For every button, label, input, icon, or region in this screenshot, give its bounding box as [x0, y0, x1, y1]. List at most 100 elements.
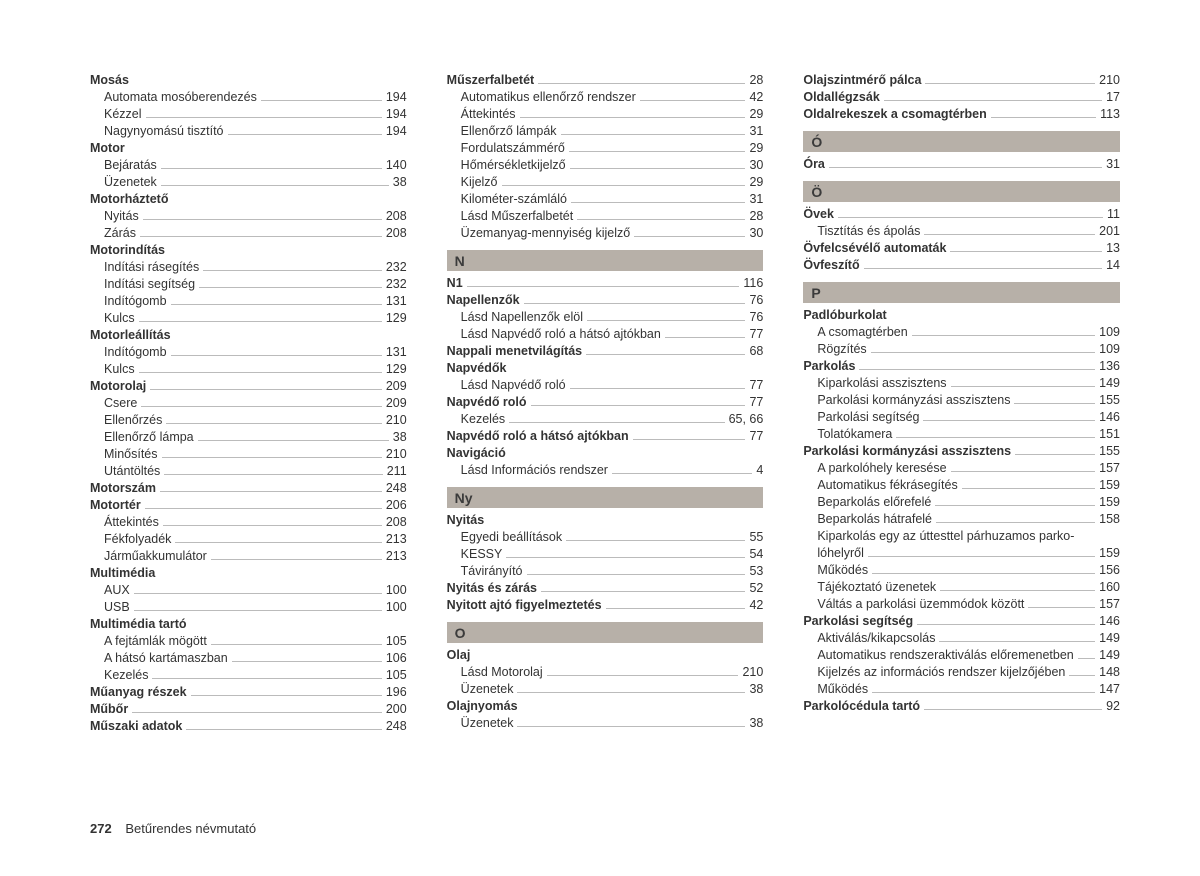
entry-label: Lásd Napellenzők elöl	[447, 309, 583, 326]
index-subentry: Lásd Napellenzők elöl76	[447, 309, 764, 326]
entry-label: Kiparkolás egy az úttesttel párhuzamos p…	[803, 528, 1074, 545]
entry-page: 131	[386, 344, 407, 361]
entry-page: 159	[1099, 494, 1120, 511]
leader-line	[917, 617, 1095, 626]
index-subentry: Ellenőrző lámpa38	[90, 429, 407, 446]
entry-page: 29	[749, 106, 763, 123]
entry-label: Parkolási kormányzási asszisztens	[803, 443, 1011, 460]
index-subentry: Járműakkumulátor213	[90, 548, 407, 565]
leader-line	[586, 347, 745, 356]
index-subentry: Parkolási kormányzási asszisztens155	[803, 392, 1120, 409]
entry-page: 77	[749, 326, 763, 343]
index-entry: Olajszintmérő pálca210	[803, 72, 1120, 89]
entry-page: 31	[749, 191, 763, 208]
index-subentry: Lásd Motorolaj210	[447, 664, 764, 681]
section-header: O	[447, 622, 764, 643]
entry-page: 213	[386, 548, 407, 565]
leader-line	[163, 518, 382, 527]
index-subentry: Tolatókamera151	[803, 426, 1120, 443]
entry-label: Motorháztető	[90, 191, 168, 208]
index-entry: Oldallégzsák17	[803, 89, 1120, 106]
entry-label: Motortér	[90, 497, 141, 514]
index-columns: MosásAutomata mosóberendezés194Kézzel194…	[90, 72, 1120, 735]
index-subentry: Tájékoztató üzenetek160	[803, 579, 1120, 596]
entry-label: Kezelés	[90, 667, 148, 684]
entry-page: 77	[749, 377, 763, 394]
entry-page: 147	[1099, 681, 1120, 698]
leader-line	[134, 603, 382, 612]
entry-page: 38	[393, 174, 407, 191]
entry-label: AUX	[90, 582, 130, 599]
index-subentry: Automatikus fékrásegítés159	[803, 477, 1120, 494]
leader-line	[139, 314, 382, 323]
index-subentry: Egyedi beállítások55	[447, 529, 764, 546]
entry-page: 52	[749, 580, 763, 597]
entry-label: Műszaki adatok	[90, 718, 182, 735]
section-header: P	[803, 282, 1120, 303]
index-subentry: Üzenetek38	[90, 174, 407, 191]
leader-line	[203, 263, 382, 272]
leader-line	[1028, 600, 1095, 609]
leader-line	[939, 634, 1095, 643]
index-subentry: Beparkolás hátrafelé158	[803, 511, 1120, 528]
leader-line	[640, 93, 746, 102]
entry-label: Kilométer-számláló	[447, 191, 567, 208]
entry-page: 100	[386, 582, 407, 599]
index-entry: Nyitás és zárás52	[447, 580, 764, 597]
index-entry: Motortér206	[90, 497, 407, 514]
index-subentry: Működés156	[803, 562, 1120, 579]
leader-line	[232, 654, 382, 663]
entry-label: Motorleállítás	[90, 327, 171, 344]
leader-line	[141, 399, 381, 408]
index-entry: Műszerfalbetét28	[447, 72, 764, 89]
index-entry: Olajnyomás	[447, 698, 764, 715]
entry-label: Navigáció	[447, 445, 506, 462]
leader-line	[506, 550, 745, 559]
leader-line	[570, 161, 746, 170]
index-entry: Nyitás	[447, 512, 764, 529]
leader-line	[868, 549, 1095, 558]
entry-label: Kijelző	[447, 174, 498, 191]
entry-label: Lásd Napvédő roló	[447, 377, 566, 394]
entry-label: Parkolási kormányzási asszisztens	[803, 392, 1010, 409]
entry-page: 55	[749, 529, 763, 546]
leader-line	[838, 210, 1103, 219]
leader-line	[633, 432, 746, 441]
entry-label: KESSY	[447, 546, 503, 563]
entry-label: Motorszám	[90, 480, 156, 497]
index-entry: Műbőr200	[90, 701, 407, 718]
entry-page: 156	[1099, 562, 1120, 579]
entry-page: 159	[1099, 545, 1120, 562]
entry-label: Automatikus fékrásegítés	[803, 477, 957, 494]
index-subentry: Indítási segítség232	[90, 276, 407, 293]
leader-line	[520, 110, 746, 119]
index-subentry: Rögzítés109	[803, 341, 1120, 358]
leader-line	[502, 178, 746, 187]
leader-line	[612, 466, 752, 475]
index-subentry: Csere209	[90, 395, 407, 412]
index-subentry: Kezelés65, 66	[447, 411, 764, 428]
entry-label: Ellenőrző lámpák	[447, 123, 557, 140]
leader-line	[577, 212, 745, 221]
entry-page: 14	[1106, 257, 1120, 274]
entry-page: 42	[749, 89, 763, 106]
entry-page: 194	[386, 89, 407, 106]
entry-page: 38	[749, 681, 763, 698]
entry-label: Üzenetek	[447, 681, 514, 698]
entry-label: Lásd Napvédő roló a hátsó ajtókban	[447, 326, 661, 343]
entry-page: 129	[386, 361, 407, 378]
entry-label: Indítógomb	[90, 293, 167, 310]
index-subentry: Automatikus rendszeraktiválás előremenet…	[803, 647, 1120, 664]
entry-label: Parkolási segítség	[803, 409, 919, 426]
entry-label: Utántöltés	[90, 463, 160, 480]
entry-page: 210	[386, 446, 407, 463]
leader-line	[145, 501, 382, 510]
index-entry: Parkolási kormányzási asszisztens155	[803, 443, 1120, 460]
entry-page: 38	[393, 429, 407, 446]
entry-page: 146	[1099, 613, 1120, 630]
entry-page: 209	[386, 395, 407, 412]
entry-label: Motor	[90, 140, 125, 157]
index-entry: Napellenzők76	[447, 292, 764, 309]
entry-label: Övek	[803, 206, 834, 223]
index-subentry: Zárás208	[90, 225, 407, 242]
